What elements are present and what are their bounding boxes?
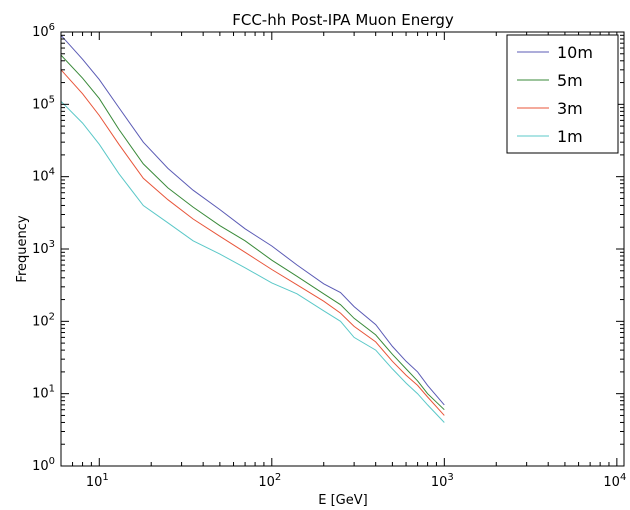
x-tick-label-exponent: 1 xyxy=(102,472,108,483)
y-tick-label-base: 10 xyxy=(32,25,49,40)
y-tick-label-exponent: 1 xyxy=(49,384,55,395)
series-line-3m xyxy=(61,69,445,416)
x-tick-label-base: 10 xyxy=(258,475,275,490)
x-tick-label: 104 xyxy=(603,472,626,490)
series-line-5m xyxy=(61,54,445,411)
legend-label-10m: 10m xyxy=(557,43,593,62)
y-tick-label: 102 xyxy=(32,311,55,329)
series-layer xyxy=(61,34,445,423)
y-tick-label-base: 10 xyxy=(32,97,49,112)
series-line-10m xyxy=(61,34,445,406)
legend-label-1m: 1m xyxy=(557,127,583,146)
legend-label-5m: 5m xyxy=(557,71,583,90)
y-tick-label: 106 xyxy=(32,22,55,40)
y-tick-label: 105 xyxy=(32,94,55,112)
legend: 10m 5m 3m 1m xyxy=(506,34,619,154)
y-tick-label-base: 10 xyxy=(32,170,49,185)
legend-label-3m: 3m xyxy=(557,99,583,118)
x-axis-label: E [GeV] xyxy=(318,493,367,508)
y-tick-label-base: 10 xyxy=(32,242,49,257)
x-tick-label: 103 xyxy=(431,472,454,490)
y-tick-label: 104 xyxy=(32,167,55,185)
x-tick-label-base: 10 xyxy=(603,475,620,490)
y-tick-label: 101 xyxy=(32,384,55,402)
y-tick-label-exponent: 6 xyxy=(49,22,55,33)
y-tick-label-exponent: 5 xyxy=(49,94,55,105)
x-tick-label: 101 xyxy=(86,472,109,490)
y-axis-label: Frequency xyxy=(15,215,30,282)
y-tick-label-exponent: 4 xyxy=(49,167,55,178)
series-line-1m xyxy=(61,100,445,423)
y-tick-label-exponent: 2 xyxy=(49,311,55,322)
y-tick-label-base: 10 xyxy=(32,314,49,329)
x-tick-label-exponent: 2 xyxy=(275,472,281,483)
y-tick-label-base: 10 xyxy=(32,387,49,402)
y-tick-label: 100 xyxy=(32,456,55,474)
x-tick-label-exponent: 4 xyxy=(620,472,626,483)
y-tick-label-exponent: 3 xyxy=(49,239,55,250)
x-tick-label: 102 xyxy=(258,472,281,490)
legend-box xyxy=(506,34,619,154)
y-tick-label: 103 xyxy=(32,239,55,257)
y-tick-label-base: 10 xyxy=(32,459,49,474)
x-tick-label-base: 10 xyxy=(86,475,103,490)
series-group xyxy=(61,34,445,423)
chart-title: FCC-hh Post-IPA Muon Energy xyxy=(232,11,454,29)
x-tick-label-exponent: 3 xyxy=(447,472,453,483)
y-tick-label-exponent: 0 xyxy=(49,456,55,467)
x-tick-label-base: 10 xyxy=(431,475,448,490)
